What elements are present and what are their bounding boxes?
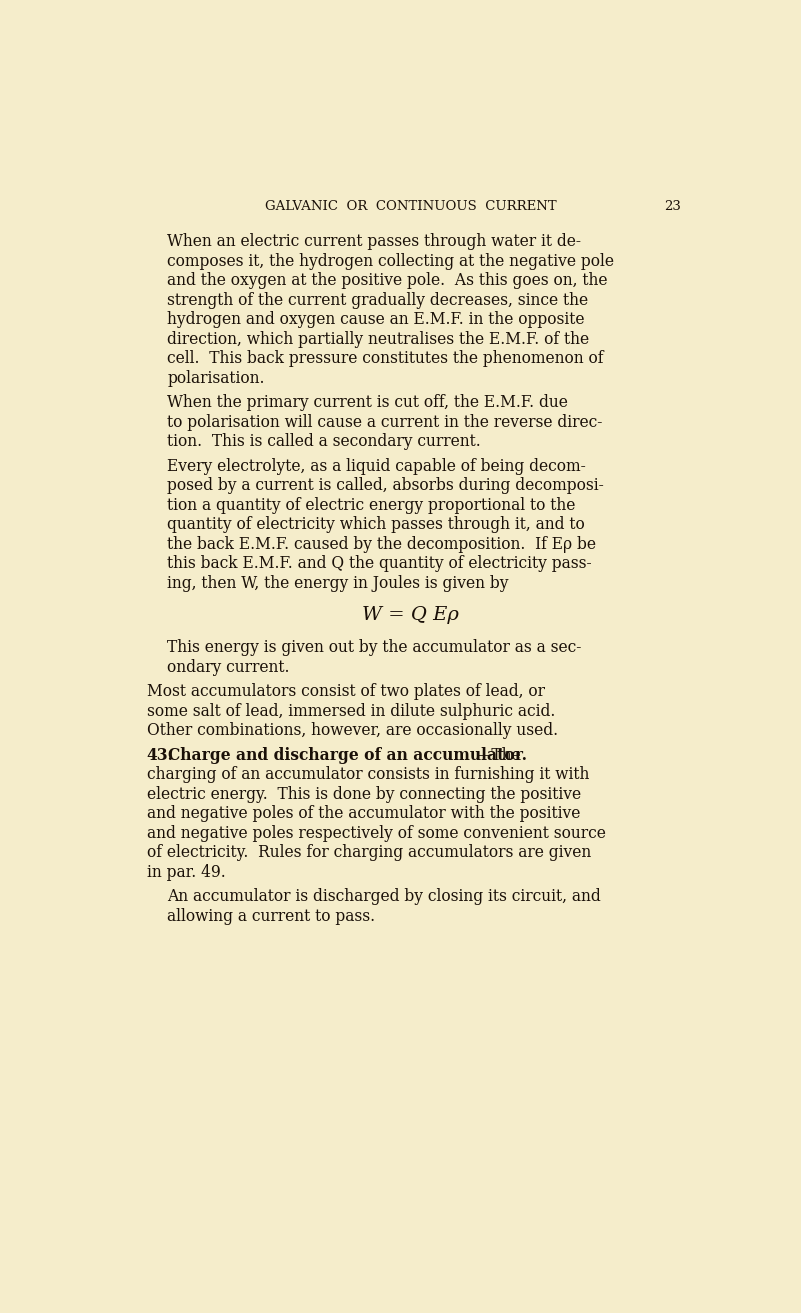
Text: Charge and discharge of an accumulator.: Charge and discharge of an accumulator.: [167, 747, 527, 764]
Text: and the oxygen at the positive pole.  As this goes on, the: and the oxygen at the positive pole. As …: [167, 272, 608, 289]
Text: of electricity.  Rules for charging accumulators are given: of electricity. Rules for charging accum…: [147, 844, 591, 861]
Text: and negative poles of the accumulator with the positive: and negative poles of the accumulator wi…: [147, 805, 580, 822]
Text: posed by a current is called, absorbs during decomposi-: posed by a current is called, absorbs du…: [167, 478, 604, 494]
Text: some salt of lead, immersed in dilute sulphuric acid.: some salt of lead, immersed in dilute su…: [147, 702, 555, 720]
Text: W = Q Eρ: W = Q Eρ: [362, 607, 459, 624]
Text: polarisation.: polarisation.: [167, 370, 264, 387]
Text: electric energy.  This is done by connecting the positive: electric energy. This is done by connect…: [147, 785, 581, 802]
Text: ing, then W, the energy in Joules is given by: ing, then W, the energy in Joules is giv…: [167, 575, 509, 592]
Text: charging of an accumulator consists in furnishing it with: charging of an accumulator consists in f…: [147, 765, 589, 783]
Text: tion.  This is called a secondary current.: tion. This is called a secondary current…: [167, 433, 481, 450]
Text: allowing a current to pass.: allowing a current to pass.: [167, 907, 376, 924]
Text: Most accumulators consist of two plates of lead, or: Most accumulators consist of two plates …: [147, 683, 545, 700]
Text: An accumulator is discharged by closing its circuit, and: An accumulator is discharged by closing …: [167, 888, 601, 905]
Text: quantity of electricity which passes through it, and to: quantity of electricity which passes thr…: [167, 516, 585, 533]
Text: GALVANIC  OR  CONTINUOUS  CURRENT: GALVANIC OR CONTINUOUS CURRENT: [264, 200, 557, 213]
Text: When an electric current passes through water it de-: When an electric current passes through …: [167, 234, 582, 251]
Text: composes it, the hydrogen collecting at the negative pole: composes it, the hydrogen collecting at …: [167, 253, 614, 270]
Text: to polarisation will cause a current in the reverse direc-: to polarisation will cause a current in …: [167, 414, 602, 431]
Text: the back E.M.F. caused by the decomposition.  If Eρ be: the back E.M.F. caused by the decomposit…: [167, 536, 596, 553]
Text: ondary current.: ondary current.: [167, 659, 290, 676]
Text: hydrogen and oxygen cause an E.M.F. in the opposite: hydrogen and oxygen cause an E.M.F. in t…: [167, 311, 585, 328]
Text: and negative poles respectively of some convenient source: and negative poles respectively of some …: [147, 825, 606, 842]
Text: tion a quantity of electric energy proportional to the: tion a quantity of electric energy propo…: [167, 496, 576, 513]
Text: When the primary current is cut off, the E.M.F. due: When the primary current is cut off, the…: [167, 394, 568, 411]
Text: in par. 49.: in par. 49.: [147, 864, 225, 881]
Text: Every electrolyte, as a liquid capable of being decom-: Every electrolyte, as a liquid capable o…: [167, 458, 586, 475]
Text: cell.  This back pressure constitutes the phenomenon of: cell. This back pressure constitutes the…: [167, 351, 604, 368]
Text: strength of the current gradually decreases, since the: strength of the current gradually decrea…: [167, 291, 588, 309]
Text: —The: —The: [477, 747, 521, 764]
Text: 23: 23: [664, 200, 681, 213]
Text: 43.: 43.: [147, 747, 174, 764]
Text: this back E.M.F. and Q the quantity of electricity pass-: this back E.M.F. and Q the quantity of e…: [167, 555, 592, 572]
Text: direction, which partially neutralises the E.M.F. of the: direction, which partially neutralises t…: [167, 331, 590, 348]
Text: Other combinations, however, are occasionally used.: Other combinations, however, are occasio…: [147, 722, 557, 739]
Text: This energy is given out by the accumulator as a sec-: This energy is given out by the accumula…: [167, 639, 582, 656]
